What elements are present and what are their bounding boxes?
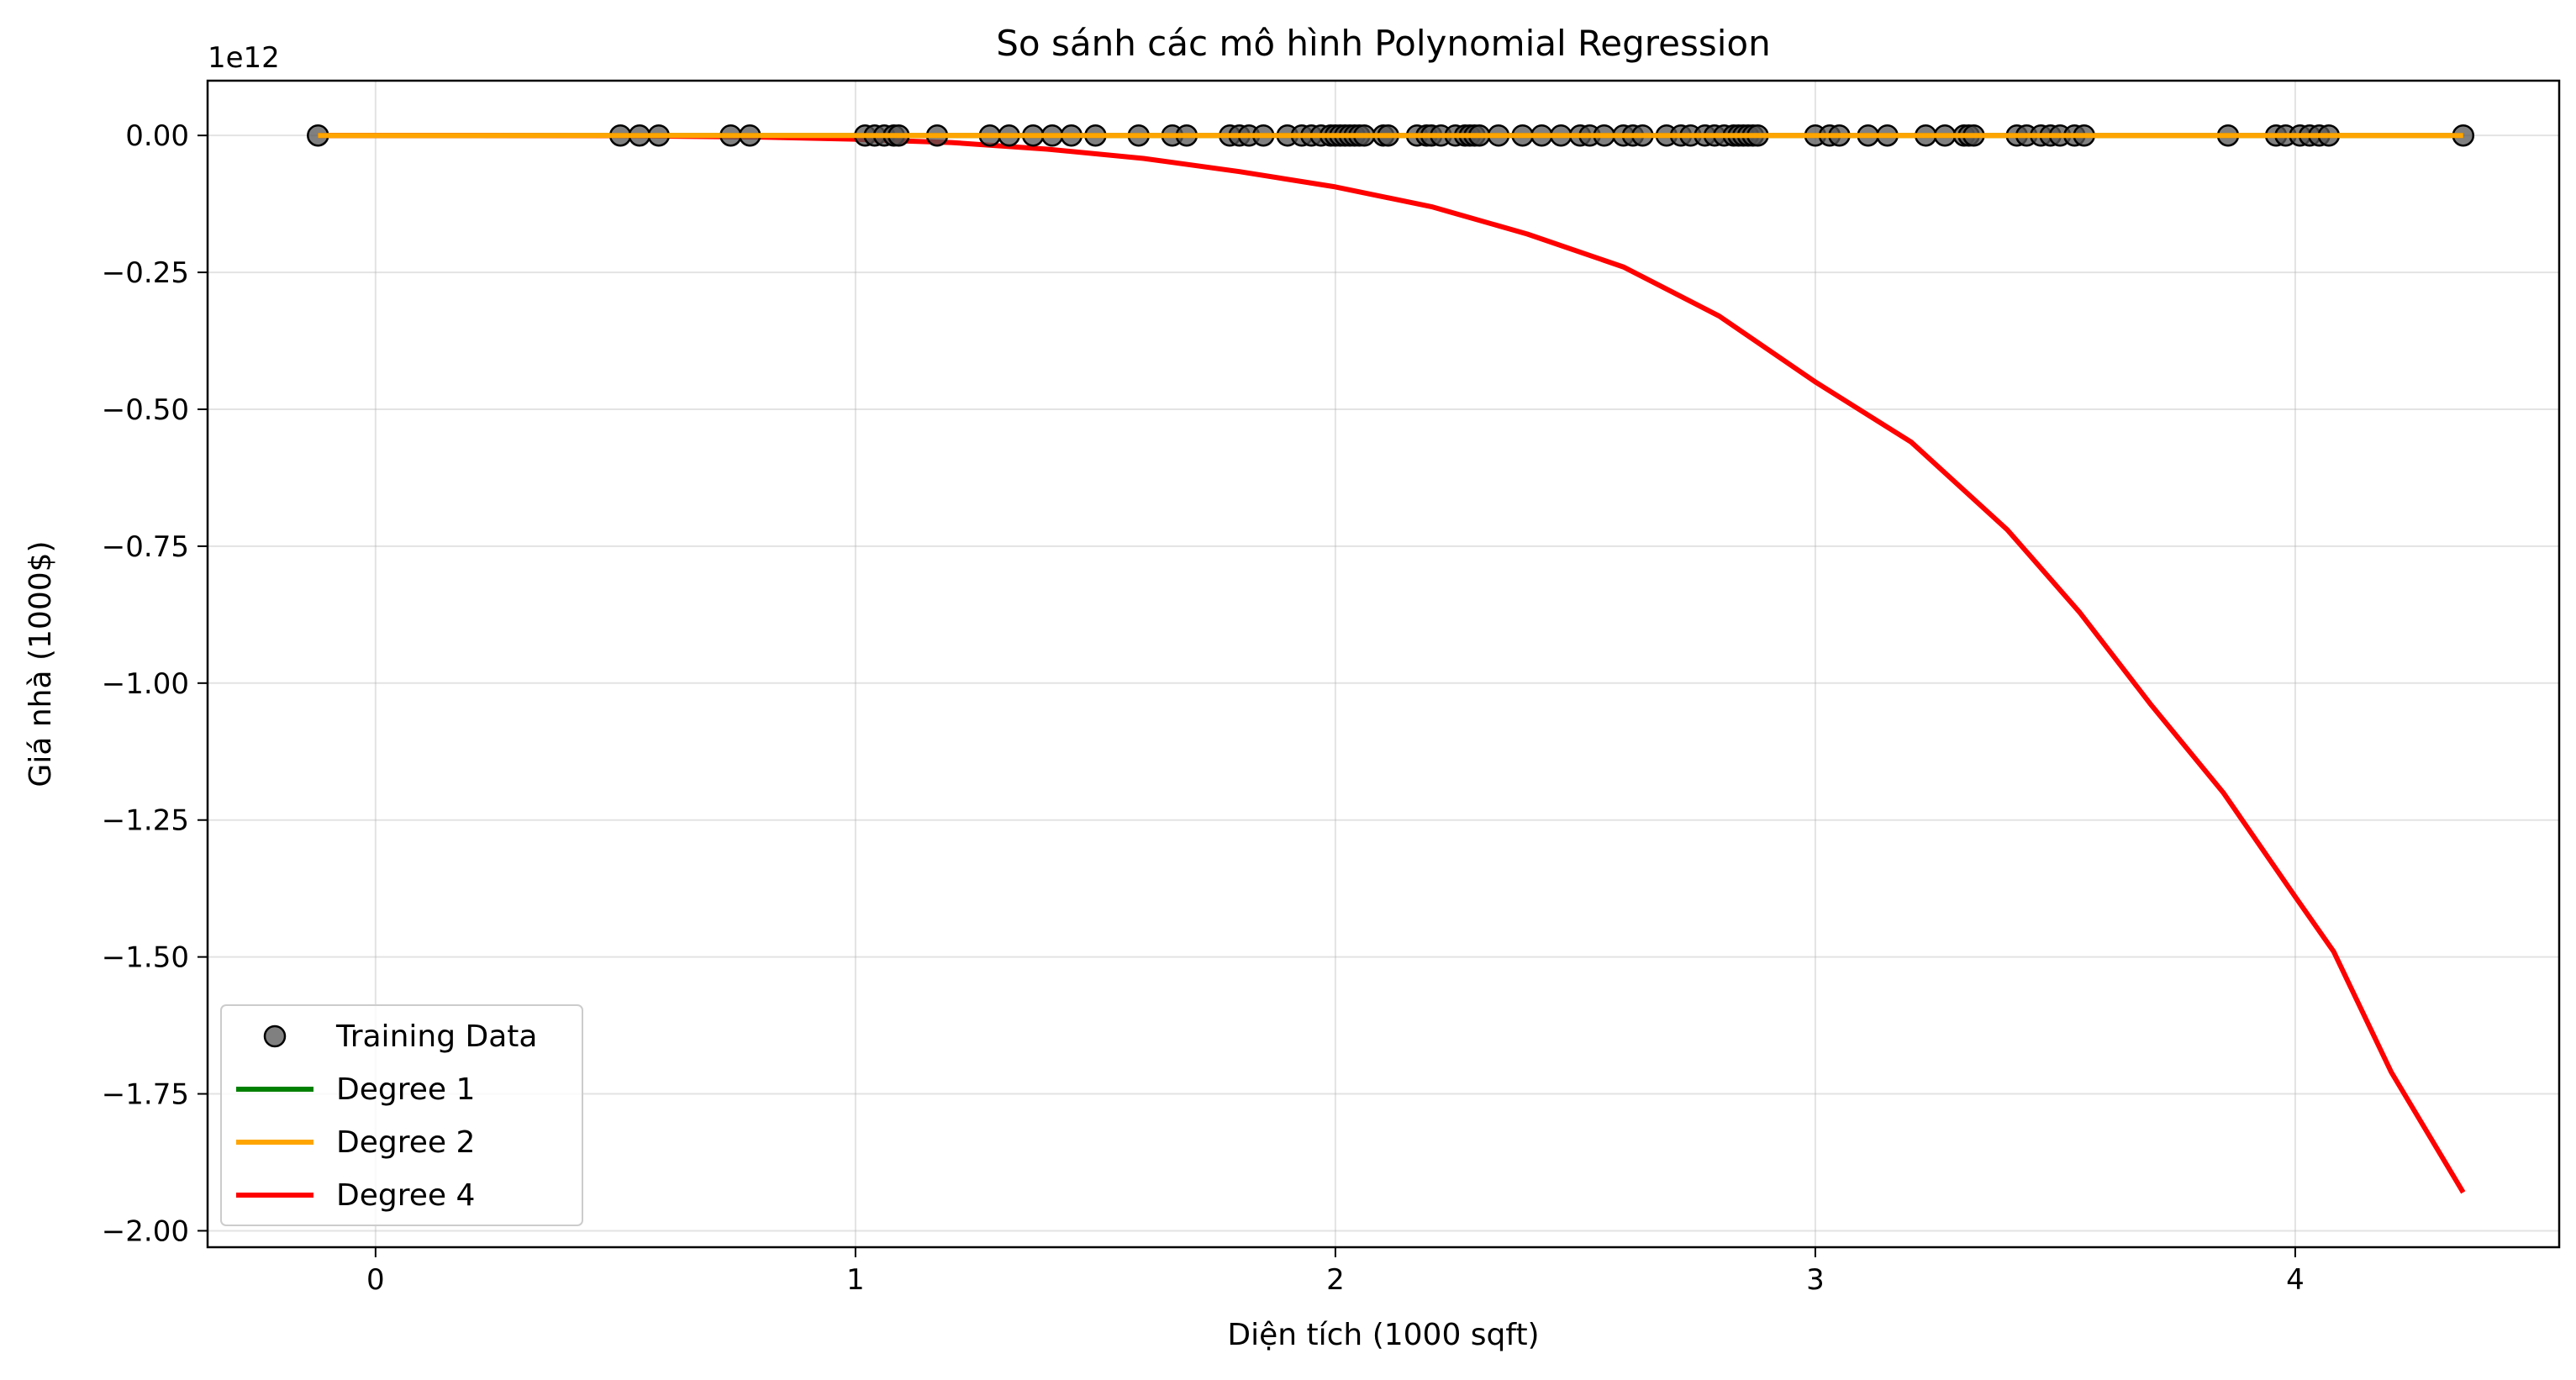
- scatter-points: [307, 124, 2475, 147]
- y-tick-label: −0.50: [102, 393, 189, 427]
- x-tick-label: 1: [846, 1263, 865, 1297]
- x-tick-label: 3: [1806, 1263, 1825, 1297]
- series-line-degree-4: [318, 133, 2466, 1194]
- legend-label-degree-1: Degree 1: [336, 1072, 475, 1107]
- x-axis-label: Diện tích (1000 sqft): [1227, 1318, 1539, 1352]
- y-tick-label: −1.75: [102, 1078, 189, 1112]
- grid-lines: [208, 81, 2559, 1247]
- legend: Training Data Degree 1 Degree 2 Degree 4: [220, 1004, 583, 1226]
- y-tick-label: −0.25: [102, 256, 189, 290]
- legend-box: [220, 1004, 583, 1226]
- legend-label-degree-2: Degree 2: [336, 1125, 475, 1160]
- y-tick-label: 0.00: [125, 119, 189, 153]
- y-axis-label: Giá nhà (1000$): [24, 540, 58, 787]
- y-tick-label: −1.00: [102, 667, 189, 701]
- legend-label-degree-4: Degree 4: [336, 1178, 475, 1213]
- y-tick-label: −1.25: [102, 804, 189, 838]
- axis-ticks: 0 1 2 3 4 0.00 −0.25 −0.50 −0.75 −1.00 −1.25 −1.50 −…: [102, 119, 2305, 1297]
- legend-marker-training-data: [263, 1024, 287, 1048]
- legend-label-training-data: Training Data: [335, 1019, 537, 1054]
- y-tick-label: −0.75: [102, 530, 189, 564]
- y-offset-label: 1e12: [208, 41, 280, 75]
- x-tick-label: 4: [2286, 1263, 2305, 1297]
- y-tick-label: −1.50: [102, 941, 189, 975]
- y-tick-label: −2.00: [102, 1214, 189, 1248]
- chart-title: So sánh các mô hình Polynomial Regressio…: [996, 23, 1770, 64]
- x-tick-label: 2: [1326, 1263, 1345, 1297]
- x-tick-label: 0: [366, 1263, 385, 1297]
- plot-frame: [206, 79, 2561, 1249]
